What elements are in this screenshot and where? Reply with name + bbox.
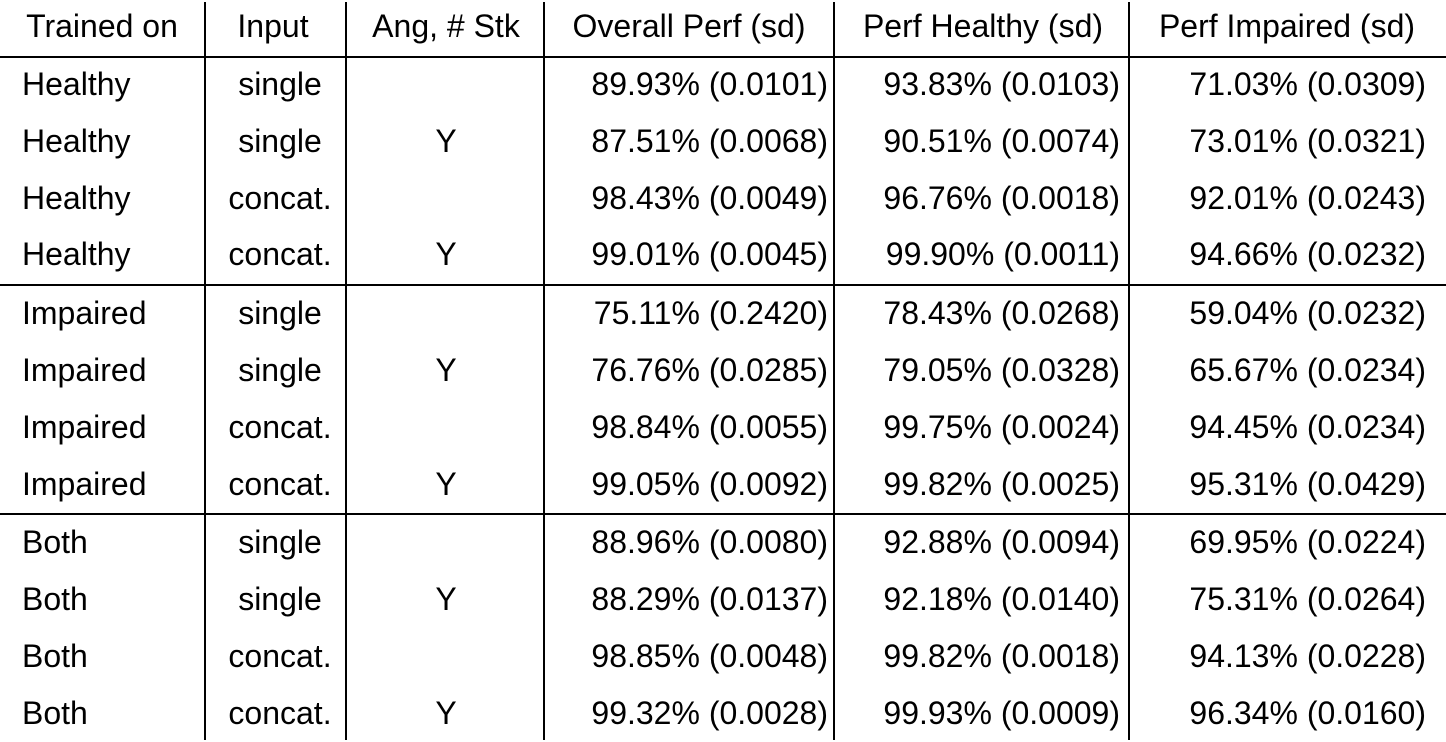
column-header: Overall Perf (sd) [572,8,806,44]
column-divider [543,2,545,740]
column-divider [1128,2,1130,740]
table-cell: concat. [228,236,332,273]
table-cell: concat. [228,179,332,216]
table-cell: single [238,66,322,102]
table-cell: 94.13% (0.0228) [1189,638,1426,674]
table-cell: single [238,581,322,618]
table-cell: 88.96% (0.0080) [591,524,828,561]
table-cell: 98.43% (0.0049) [591,179,828,216]
table-cell: concat. [228,465,332,502]
table-cell: Impaired [22,352,147,388]
table-cell: 93.83% (0.0103) [883,66,1120,102]
table-cell: 96.34% (0.0160) [1189,694,1426,731]
table-cell: Healthy [22,122,131,159]
column-header: Trained on [26,8,178,44]
table-cell: 92.18% (0.0140) [883,581,1120,618]
table-cell: 96.76% (0.0018) [883,179,1120,216]
table-cell: Impaired [22,295,147,332]
table-cell: 78.43% (0.0268) [883,295,1120,332]
table-cell: 95.31% (0.0429) [1189,465,1426,502]
table-cell: 79.05% (0.0328) [883,352,1120,388]
column-header: Input [237,8,309,44]
table-cell: 75.31% (0.0264) [1189,581,1426,618]
table-cell: 99.82% (0.0018) [883,638,1120,674]
table-cell: Impaired [22,408,147,445]
table-cell: Y [435,236,457,273]
table-cell: 98.84% (0.0055) [591,408,828,445]
table-cell: Both [22,694,88,731]
column-header: Perf Impaired (sd) [1158,8,1416,44]
table-cell: 76.76% (0.0285) [591,352,828,388]
column-header: Ang, # Stk [372,8,520,44]
table-cell: Both [22,581,88,618]
column-divider [204,2,206,740]
table-cell: 92.88% (0.0094) [883,524,1120,561]
table-cell: Y [435,122,457,159]
table-cell: Y [435,465,457,502]
group-divider [0,513,1446,515]
table-cell: 99.05% (0.0092) [591,465,828,502]
header-divider [0,56,1446,58]
table-cell: Y [435,352,457,388]
table-cell: 89.93% (0.0101) [591,66,828,102]
table-cell: single [238,295,322,332]
table-cell: single [238,524,322,561]
table-cell: 59.04% (0.0232) [1189,295,1426,332]
table-cell: 87.51% (0.0068) [591,122,828,159]
table-cell: 99.90% (0.0011) [885,236,1120,273]
table-cell: 94.45% (0.0234) [1189,408,1426,445]
table-cell: 92.01% (0.0243) [1189,179,1426,216]
group-divider [0,284,1446,286]
table-cell: Y [435,694,457,731]
table-cell: 71.03% (0.0309) [1189,66,1426,102]
table-cell: 90.51% (0.0074) [883,122,1120,159]
table-cell: 75.11% (0.2420) [593,295,828,332]
table-cell: 99.01% (0.0045) [591,236,828,273]
table-cell: Healthy [22,66,131,102]
table-cell: 99.82% (0.0025) [883,465,1120,502]
table-cell: 99.32% (0.0028) [591,694,828,731]
table-cell: Both [22,524,88,561]
column-divider [833,2,835,740]
table-cell: Healthy [22,236,131,273]
table-cell: 98.85% (0.0048) [591,638,828,674]
table-cell: concat. [228,408,332,445]
column-divider [345,2,347,740]
table-cell: Healthy [22,179,131,216]
table-cell: 99.75% (0.0024) [883,408,1120,445]
table-cell: 94.66% (0.0232) [1189,236,1426,273]
table-cell: 99.93% (0.0009) [883,694,1120,731]
table-cell: concat. [228,638,332,674]
column-header: Perf Healthy (sd) [862,8,1104,44]
table-cell: single [238,352,322,388]
table-cell: 73.01% (0.0321) [1189,122,1426,159]
table-cell: Impaired [22,465,147,502]
table-cell: 88.29% (0.0137) [591,581,828,618]
table-cell: Both [22,638,88,674]
table-cell: single [238,122,322,159]
table-cell: 69.95% (0.0224) [1189,524,1426,561]
table-cell: concat. [228,694,332,731]
table-cell: Y [435,581,457,618]
table-cell: 65.67% (0.0234) [1189,352,1426,388]
